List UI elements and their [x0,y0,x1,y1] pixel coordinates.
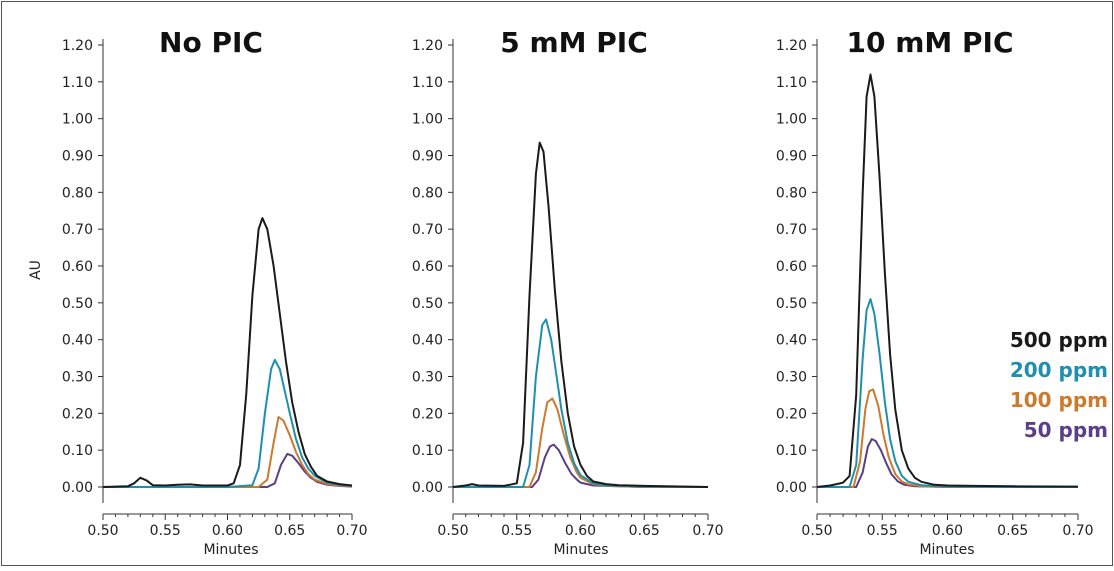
x-tick-label: 0.70 [692,523,723,539]
y-tick-label: 0.90 [62,149,93,165]
y-tick-label: 0.50 [412,296,443,312]
x-tick-label: 0.55 [150,523,181,539]
y-tick-label: 1.00 [412,112,443,128]
y-tick-label: 0.60 [776,259,807,275]
y-tick-label: 0.00 [776,480,807,496]
y-tick-label: 0.40 [776,333,807,349]
panel-5mm-pic: 5 mM PIC Minutes 0.00 0.10 0.20 0.30 0.40 0.5… [412,26,724,558]
y-tick-label: 0.00 [412,480,443,496]
x-axis-label: Minutes [203,542,258,558]
y-tick-label: 0.70 [62,222,93,238]
y-tick-label: 0.30 [412,370,443,386]
series-line [103,358,353,488]
series-line [817,298,1078,488]
series-line [453,443,708,488]
y-axis-label: AU [28,260,44,280]
y-tick-label: 0.00 [62,480,93,496]
panel-10mm-pic: 10 mM PIC Minutes 0.00 0.10 0.20 0.30 0.40 0.… [776,26,1094,558]
y-tick-label: 0.70 [776,222,807,238]
y-tick-label: 1.20 [412,38,443,54]
y-tick-label: 1.10 [62,75,93,91]
x-tick-label: 0.60 [932,523,963,539]
series-line [103,416,353,488]
y-tick-label: 1.10 [776,75,807,91]
legend-entry-200ppm: 200 ppm [1010,358,1108,382]
panel-no-pic: No PIC Minutes AU 0.00 0.10 0.20 0.30 0.40 0.… [28,26,368,558]
legend-entry-50ppm: 50 ppm [1024,418,1108,442]
y-tick-label: 0.30 [62,370,93,386]
legend-entry-100ppm: 100 ppm [1010,388,1108,412]
series-line [817,388,1078,488]
y-tick-label: 1.20 [776,38,807,54]
y-tick-label: 0.10 [62,443,93,459]
legend: 500 ppm 200 ppm 100 ppm 50 ppm [1010,328,1108,442]
x-tick-label: 0.65 [629,523,660,539]
y-tick-label: 0.40 [62,333,93,349]
x-tick-label: 0.70 [1062,523,1093,539]
y-tick-label: 0.80 [62,185,93,201]
y-tick-label: 0.60 [412,259,443,275]
y-tick-label: 0.90 [412,149,443,165]
x-tick-label: 0.60 [212,523,243,539]
y-tick-label: 0.80 [412,185,443,201]
y-tick-label: 0.30 [776,370,807,386]
y-tick-label: 0.40 [412,333,443,349]
panel-title: 5 mM PIC [500,26,648,59]
x-tick-label: 0.50 [87,523,118,539]
series-line [816,73,1079,488]
x-tick-label: 0.65 [274,523,305,539]
x-axis-label: Minutes [553,542,608,558]
x-axis-label: Minutes [919,542,974,558]
panel-title: No PIC [159,26,263,59]
y-tick-label: 0.10 [412,443,443,459]
y-tick-label: 1.00 [776,112,807,128]
y-tick-label: 0.20 [62,406,93,422]
y-tick-label: 0.20 [776,406,807,422]
x-tick-label: 0.55 [501,523,532,539]
series-line [102,217,353,488]
y-tick-label: 0.10 [776,443,807,459]
y-tick-label: 0.60 [62,259,93,275]
panel-title: 10 mM PIC [847,26,1014,59]
y-tick-label: 0.50 [62,296,93,312]
y-tick-label: 1.20 [62,38,93,54]
legend-entry-500ppm: 500 ppm [1010,328,1108,352]
y-tick-label: 0.20 [412,406,443,422]
series-line [452,141,709,488]
x-tick-label: 0.55 [867,523,898,539]
x-tick-label: 0.60 [565,523,596,539]
y-tick-label: 1.00 [62,112,93,128]
x-tick-label: 0.70 [336,523,367,539]
x-tick-label: 0.50 [801,523,832,539]
y-tick-label: 0.70 [412,222,443,238]
x-tick-label: 0.50 [437,523,468,539]
y-tick-label: 0.90 [776,149,807,165]
y-tick-label: 1.10 [412,75,443,91]
y-tick-label: 0.80 [776,185,807,201]
series-line [453,318,709,488]
y-tick-label: 0.50 [776,296,807,312]
x-tick-label: 0.65 [997,523,1028,539]
